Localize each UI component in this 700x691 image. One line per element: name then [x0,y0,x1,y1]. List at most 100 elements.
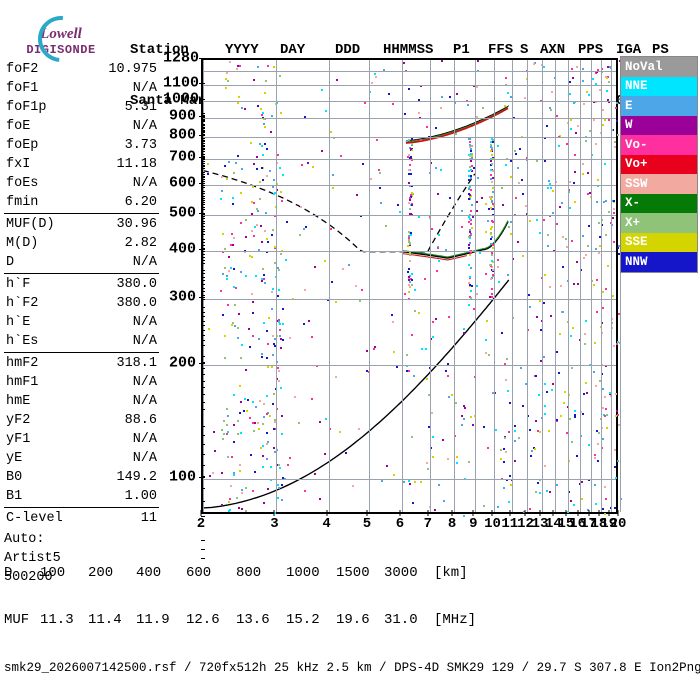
legend-item-e[interactable]: E [621,96,697,116]
legend-item-noval[interactable]: NoVal [621,57,697,77]
param-row-hme: hmE N/A [4,392,159,411]
ytick-minor-930 [201,165,205,166]
gridline-horizontal-300 [203,299,616,300]
xtick-label-3: 3 [264,516,284,532]
xtick-mark-7 [427,510,428,516]
d-row-label: D [4,565,40,582]
gridline-vertical-4 [329,60,330,512]
ytick-mark-600 [199,183,205,184]
ytick-mark-1000 [199,99,205,100]
ytick-mark-300 [199,297,205,298]
xtick-mark-14 [553,510,554,516]
legend-item-x[interactable]: X+ [621,213,697,233]
ytick-minor-580 [201,242,205,243]
ytick-minor-270 [201,368,205,369]
gridline-vertical-15 [568,60,569,512]
legend-item-ssw[interactable]: SSW [621,174,697,194]
gridline-horizontal-400 [203,251,616,252]
d-unit: [km] [434,565,468,582]
d-val-1: 200 [88,565,136,582]
xtick-mark-6 [399,510,400,516]
ytick-minor-1080 [201,140,205,141]
ytick-minor-1170 [201,127,205,128]
param-row-clevel: C-level 11 [4,509,159,528]
ytick-minor-290 [201,356,205,357]
param-row-b1: B1 1.00 [4,487,159,506]
legend-item-vo[interactable]: Vo+ [621,155,697,175]
param-row-fof2: foF2 10.975 [4,60,159,79]
param-row-hf: h`F 380.0 [4,275,159,294]
param-row-fmin: fmin 6.20 [4,193,159,212]
param-row-ye: yE N/A [4,449,159,468]
ytick-label-900: 900 [163,107,199,124]
gridline-horizontal-600 [203,185,616,186]
ionogram-plot-area[interactable] [201,58,618,514]
ytick-minor-510 [201,263,205,264]
param-row-fof1p: foF1p 5.31 [4,98,159,117]
ionogram-chart: 100 200 300 400 500 600 700 800 900 1000 1100 1280 … [163,56,618,516]
ytick-label-500: 500 [163,204,199,221]
param-row-yf2: yF2 88.6 [4,411,159,430]
ytick-minor-160 [201,454,205,455]
xtick-label-5: 5 [357,516,377,532]
ytick-minor-1040 [201,146,205,147]
legend-item-nnw[interactable]: NNW [621,252,697,272]
gridline-vertical-16 [580,60,581,512]
param-row-fxi: fxI 11.18 [4,155,159,174]
xtick-mark-8 [452,510,453,516]
ytick-minor-950 [201,161,205,162]
gridline-vertical-3 [276,60,277,512]
muf-val-2: 11.9 [136,612,186,629]
d-val-7: 3000 [384,565,434,582]
legend-item-x[interactable]: X- [621,194,697,214]
ytick-minor-460 [201,280,205,281]
ytick-minor-1230 [201,119,205,120]
gridline-vertical-13 [542,60,543,512]
ytick-minor-1150 [201,130,205,131]
ytick-minor-320 [201,340,205,341]
legend-item-vo[interactable]: Vo- [621,135,697,155]
trace-color-legend: NoVal NNE E W Vo- Vo+ SSW X- X+ SSE NNW [620,56,698,273]
gridline-horizontal-100 [203,479,616,480]
ytick-minor-720 [201,207,205,208]
d-val-0: 100 [40,565,88,582]
gridline-vertical-19 [611,60,612,512]
logo-block: Lowell DIGISONDE [6,8,116,57]
gridline-vertical-6 [402,60,403,512]
ytick-minor-360 [201,321,205,322]
xtick-mark-10 [492,510,493,516]
ytick-minor-480 [201,273,205,274]
ytick-minor-170 [201,444,205,445]
ytick-minor-880 [201,174,205,175]
ytick-minor-990 [201,154,205,155]
ytick-label-600: 600 [163,174,199,191]
ytick-minor-850 [201,179,205,180]
param-row-b0: B0 149.2 [4,468,159,487]
legend-item-sse[interactable]: SSE [621,233,697,253]
ytick-minor-240 [201,387,205,388]
ytick-mark-1280 [199,58,205,59]
ytick-minor-150 [201,465,205,466]
xtick-label-6: 6 [390,516,410,532]
xtick-label-2: 2 [191,516,211,532]
xtick-mark-2 [201,510,202,516]
ytick-minor-620 [201,231,205,232]
ytick-mark-900 [199,116,205,117]
ytick-mark-800 [199,135,205,136]
ytick-minor-750 [201,200,205,201]
ytick-minor-690 [201,214,205,215]
param-row-hf2: h`F2 380.0 [4,294,159,313]
xtick-mark-12 [525,510,526,516]
ytick-mark-700 [199,157,205,158]
d-val-6: 1500 [336,565,384,582]
legend-item-w[interactable]: W [621,116,697,136]
muf-val-3: 12.6 [186,612,236,629]
gridline-horizontal-1000 [203,101,616,102]
ytick-minor-1030 [201,148,205,149]
gridline-vertical-9 [475,60,476,512]
ytick-minor-370 [201,316,205,317]
ytick-minor-1020 [201,149,205,150]
legend-item-nne[interactable]: NNE [621,77,697,97]
ytick-minor-1050 [201,145,205,146]
ytick-minor-1190 [201,124,205,125]
